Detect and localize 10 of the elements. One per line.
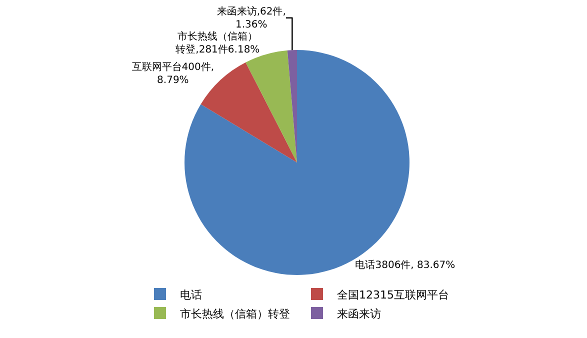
legend-label: 来函来访 — [337, 307, 381, 320]
data-label: 互联网平台400件, 8.79% — [132, 60, 214, 86]
pie-slice — [287, 50, 297, 162]
data-label: 电话3806件, 83.67% — [355, 259, 456, 272]
pie-slice — [200, 62, 297, 162]
data-label: 市长热线（信箱）转登,281件6.18% — [176, 30, 260, 56]
legend-label: 电话 — [180, 288, 202, 302]
data-label: 来函来访,62件, 1.36% — [216, 5, 286, 30]
legend-label: 市长热线（信箱）转登 — [180, 307, 290, 320]
legend-label: 全国12315互联网平台 — [337, 288, 449, 302]
